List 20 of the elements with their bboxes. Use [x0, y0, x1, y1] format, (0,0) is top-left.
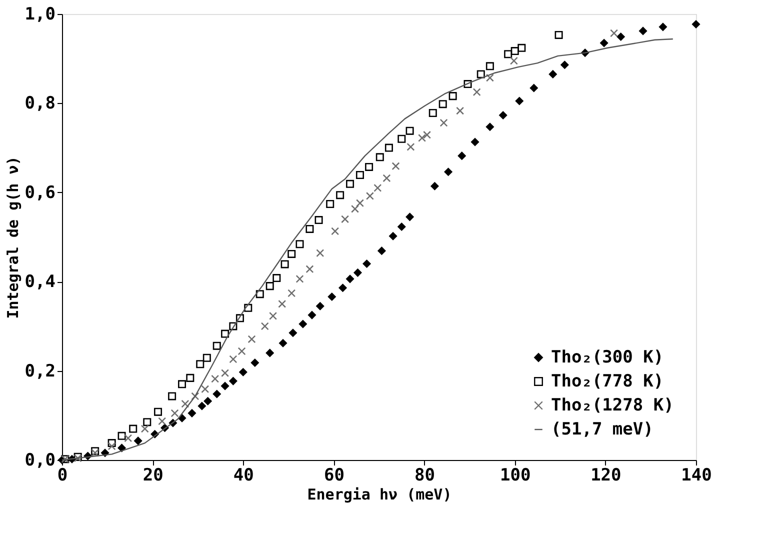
x-tick-label: 0: [57, 466, 68, 486]
x-tick-label: 60: [324, 466, 344, 486]
y-tick-label: 0,8: [24, 94, 56, 114]
legend-label: Tho₂(778 K): [551, 372, 664, 392]
y-axis-title: Integral de g(h ν): [4, 156, 22, 319]
y-tick-label: 0,2: [24, 361, 56, 382]
y-tick-label: 1,0: [24, 4, 56, 24]
legend-label: Tho₂(300 K): [551, 348, 664, 368]
x-tick-label: 20: [142, 466, 164, 486]
x-tick-label: 140: [681, 466, 712, 486]
x-tick-label: 120: [590, 466, 622, 486]
x-tick-label: 40: [233, 466, 254, 486]
y-tick-label: 0,0: [24, 450, 56, 470]
x-axis-title: Energia hν (meV): [307, 486, 452, 504]
legend-label: Tho₂(1278 K): [551, 396, 674, 416]
x-tick-label: 80: [414, 466, 436, 486]
x-tick-label: 100: [500, 466, 531, 486]
y-tick-label: 0,4: [24, 272, 56, 292]
y-tick-label: 0,6: [24, 182, 56, 203]
legend-label: (51,7 meV): [551, 420, 654, 440]
